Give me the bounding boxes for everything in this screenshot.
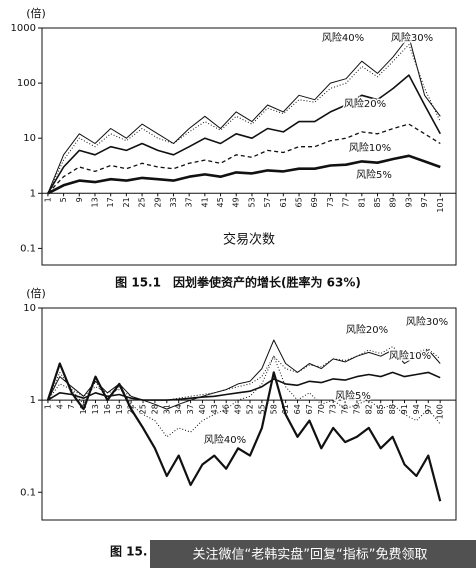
x-tick-label: 101: [436, 197, 445, 212]
x-tick-label: 45: [216, 197, 225, 207]
series-line: [47, 123, 441, 194]
x-tick-label: 76: [341, 404, 350, 414]
x-tick-label: 73: [329, 404, 338, 414]
x-tick-label: 85: [373, 197, 382, 207]
x-tick-label: 57: [263, 197, 272, 207]
x-tick-label: 40: [198, 404, 207, 414]
x-tick-label: 97: [420, 197, 429, 207]
y-tick-label: 1: [30, 395, 36, 406]
x-tick-label: 17: [106, 197, 115, 207]
series-line: [47, 44, 441, 194]
series-line: [47, 355, 441, 438]
x-tick-label: 9: [75, 197, 84, 202]
series-line: [47, 154, 441, 195]
y-tick-label: 10: [23, 303, 36, 314]
y-axis-label: (倍): [26, 286, 46, 300]
x-tick-label: 21: [122, 197, 131, 207]
x-tick-label: 37: [185, 197, 194, 207]
x-tick-label: 5: [59, 197, 68, 202]
plot-frame: [41, 27, 457, 266]
x-tick-label: 41: [200, 197, 209, 207]
x-tick-label: 69: [310, 197, 319, 207]
series-label: 风险10%: [389, 349, 431, 362]
x-tick-label: 67: [305, 404, 314, 414]
x-tick-label: 49: [232, 197, 241, 207]
y-tick-label: 1000: [11, 23, 36, 34]
x-tick-label: 91: [400, 404, 409, 414]
x-tick-label: 93: [404, 197, 413, 207]
series-line: [47, 339, 441, 410]
chart-title: 图 15.: [110, 545, 147, 559]
x-tick-label: 53: [247, 197, 256, 207]
series-line: [46, 362, 442, 502]
x-tick-label: 100: [436, 404, 445, 419]
series-label: 风险40%: [322, 31, 364, 44]
x-tick-label: 55: [257, 404, 266, 414]
x-tick-label: 65: [295, 197, 304, 207]
series-line: [47, 371, 441, 401]
x-tick-label: 4: [55, 404, 64, 409]
x-tick-label: 79: [352, 404, 361, 414]
x-tick-label: 70: [317, 404, 326, 414]
x-tick-label: 77: [342, 197, 351, 207]
series-label: 风险10%: [349, 141, 391, 154]
series-label: 风险30%: [391, 31, 433, 44]
series-label: 风险40%: [204, 433, 246, 446]
x-tick-label: 52: [245, 404, 254, 414]
x-tick-label: 34: [174, 404, 183, 414]
y-tick-label: 10: [23, 133, 36, 144]
x-tick-label: 28: [150, 404, 159, 414]
y-tick-label: 100: [17, 78, 36, 89]
chart-title: 图 15.1 因划拳使资产的增长(胜率为 63%): [115, 275, 361, 290]
series-label: 风险30%: [406, 315, 448, 328]
x-tick-label: 29: [153, 197, 162, 207]
series-label: 风险5%: [335, 389, 371, 402]
series-line: [47, 74, 442, 194]
x-tick-label: 58: [269, 404, 278, 414]
series-line: [47, 346, 441, 401]
x-tick-label: 25: [138, 197, 147, 207]
x-tick-label: 49: [234, 404, 243, 414]
x-tick-label: 33: [169, 197, 178, 207]
x-tick-label: 94: [412, 404, 421, 414]
x-tick-label: 89: [389, 197, 398, 207]
x-tick-label: 88: [388, 404, 397, 414]
series-label: 风险5%: [356, 168, 392, 181]
y-tick-label: 0.1: [20, 243, 36, 254]
x-tick-label: 1: [43, 197, 52, 202]
x-tick-label: 19: [115, 404, 124, 414]
x-tick-label: 25: [139, 404, 148, 414]
series-line: [47, 36, 441, 194]
x-tick-label: 81: [357, 197, 366, 207]
x-tick-label: 13: [90, 197, 99, 207]
y-axis-label: (倍): [26, 6, 46, 20]
x-tick-label: 61: [279, 197, 288, 207]
x-tick-label: 16: [103, 404, 112, 414]
x-tick-label: 85: [376, 404, 385, 414]
watermark: 关注微信“老韩实盘”回复“指标”免费领取: [193, 547, 428, 563]
watermark-bar: [150, 540, 476, 568]
x-tick-label: 82: [364, 404, 373, 414]
series-label: 风险20%: [346, 323, 388, 336]
x-tick-label: 7: [67, 404, 76, 409]
x-tick-label: 1: [43, 404, 52, 409]
y-tick-label: 1: [30, 188, 36, 199]
x-tick-label: 64: [293, 404, 302, 414]
x-tick-label: 37: [186, 404, 195, 414]
x-tick-label: 43: [210, 404, 219, 414]
y-tick-label: 0.1: [20, 487, 36, 498]
x-tick-label: 13: [91, 404, 100, 414]
plot-frame: [41, 307, 457, 521]
x-axis-label: 交易次数: [223, 232, 275, 248]
x-tick-label: 61: [281, 404, 290, 414]
series-label: 风险20%: [344, 97, 386, 110]
x-tick-label: 73: [326, 197, 335, 207]
